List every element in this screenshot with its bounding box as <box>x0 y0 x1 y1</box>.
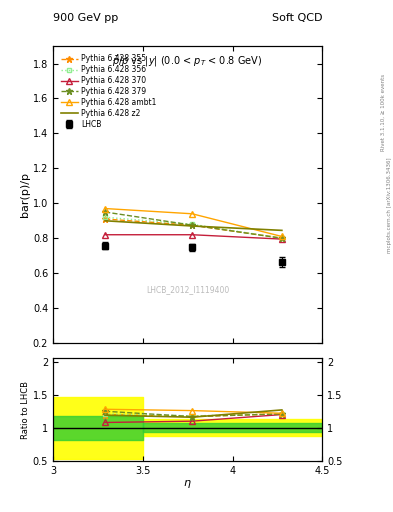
X-axis label: $\eta$: $\eta$ <box>183 478 192 490</box>
Text: Rivet 3.1.10, ≥ 100k events: Rivet 3.1.10, ≥ 100k events <box>381 74 386 151</box>
Pythia 6.428 355 <box>279 235 284 241</box>
Pythia 6.428 ambt1 <box>279 233 284 240</box>
Pythia 6.428 356 <box>190 221 195 227</box>
Pythia 6.428 z2 <box>103 218 107 224</box>
Pythia 6.428 356 <box>279 235 284 241</box>
Y-axis label: Ratio to LHCB: Ratio to LHCB <box>21 380 30 439</box>
Pythia 6.428 379 <box>190 222 195 228</box>
Pythia 6.428 355 <box>103 216 107 222</box>
Text: Soft QCD: Soft QCD <box>272 13 322 23</box>
Pythia 6.428 ambt1 <box>103 205 107 211</box>
Pythia 6.428 355 <box>190 222 195 228</box>
Text: 900 GeV pp: 900 GeV pp <box>53 13 118 23</box>
Text: LHCB_2012_I1119400: LHCB_2012_I1119400 <box>146 285 229 294</box>
Line: Pythia 6.428 370: Pythia 6.428 370 <box>102 232 285 242</box>
Text: $\bar{p}/p$ vs $|y|$ (0.0 < $p_{T}$ < 0.8 GeV): $\bar{p}/p$ vs $|y|$ (0.0 < $p_{T}$ < 0.… <box>112 55 263 69</box>
Text: mcplots.cern.ch [arXiv:1306.3436]: mcplots.cern.ch [arXiv:1306.3436] <box>387 157 391 252</box>
Pythia 6.428 379 <box>103 209 107 215</box>
Line: Pythia 6.428 ambt1: Pythia 6.428 ambt1 <box>102 206 285 239</box>
Pythia 6.428 356 <box>103 214 107 220</box>
Pythia 6.428 z2 <box>190 223 195 229</box>
Y-axis label: bar(p)/p: bar(p)/p <box>20 172 30 217</box>
Line: Pythia 6.428 356: Pythia 6.428 356 <box>103 215 284 241</box>
Pythia 6.428 z2 <box>279 227 284 233</box>
Pythia 6.428 ambt1 <box>190 211 195 217</box>
Line: Pythia 6.428 355: Pythia 6.428 355 <box>102 216 285 242</box>
Pythia 6.428 370 <box>103 231 107 238</box>
Pythia 6.428 370 <box>279 236 284 242</box>
Line: Pythia 6.428 z2: Pythia 6.428 z2 <box>105 221 282 230</box>
Pythia 6.428 370 <box>190 231 195 238</box>
Pythia 6.428 379 <box>279 235 284 241</box>
Line: Pythia 6.428 379: Pythia 6.428 379 <box>102 208 285 242</box>
Legend: Pythia 6.428 355, Pythia 6.428 356, Pythia 6.428 370, Pythia 6.428 379, Pythia 6: Pythia 6.428 355, Pythia 6.428 356, Pyth… <box>60 53 158 131</box>
